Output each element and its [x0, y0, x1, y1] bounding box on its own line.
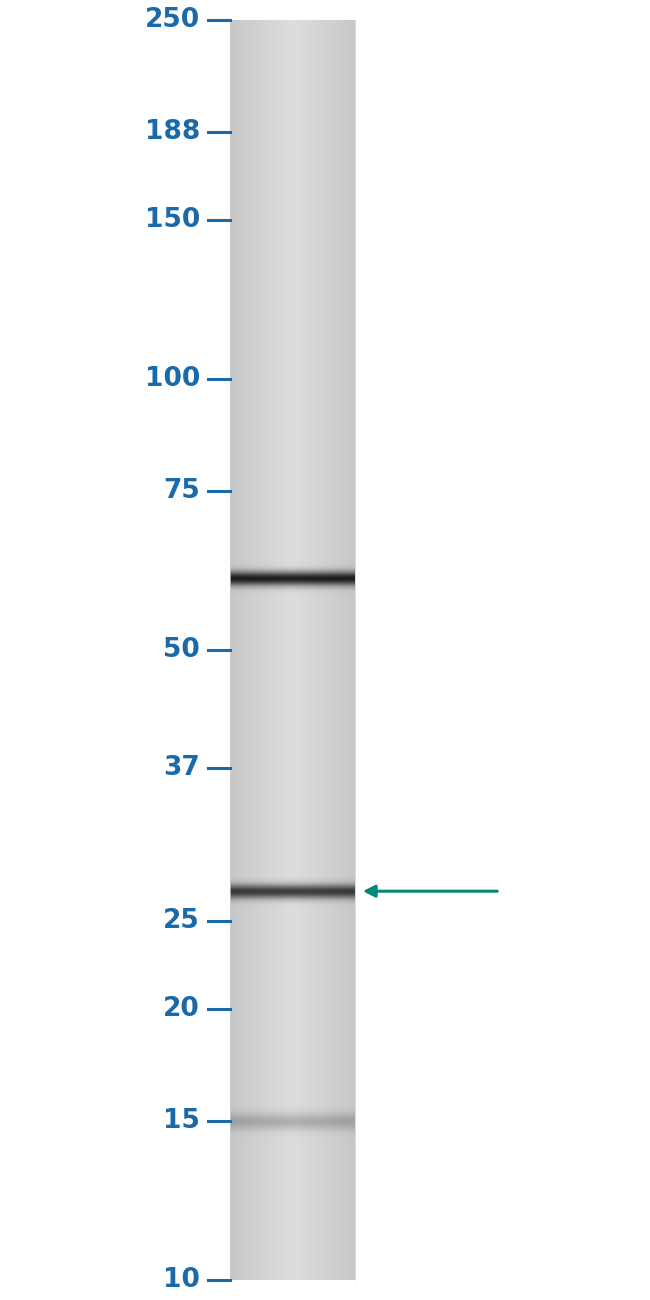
Text: 188: 188 [145, 118, 200, 144]
Text: 250: 250 [145, 6, 200, 32]
Text: 150: 150 [145, 207, 200, 233]
Text: 15: 15 [163, 1109, 200, 1135]
Text: 75: 75 [163, 478, 200, 504]
Text: 37: 37 [163, 755, 200, 781]
Text: 50: 50 [163, 637, 200, 663]
Text: 20: 20 [163, 996, 200, 1022]
Text: 25: 25 [163, 909, 200, 935]
Text: 100: 100 [145, 365, 200, 391]
Text: 10: 10 [163, 1268, 200, 1294]
